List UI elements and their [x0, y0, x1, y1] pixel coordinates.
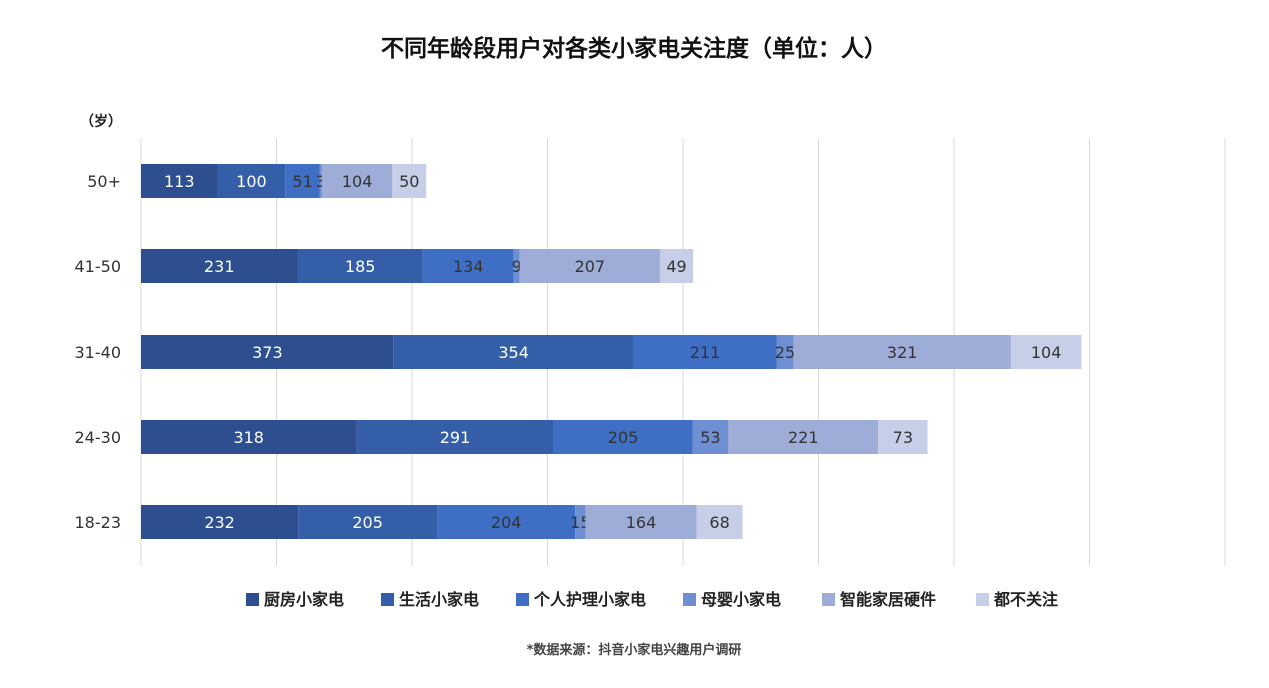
bar-segment	[141, 505, 299, 539]
legend-swatch	[683, 593, 696, 606]
bar-segment	[141, 335, 394, 369]
y-tick-label: 18-23	[75, 513, 122, 532]
legend-swatch	[381, 593, 394, 606]
data-label: 231	[204, 257, 235, 276]
data-label: 3	[316, 172, 326, 191]
data-label: 221	[788, 428, 819, 447]
bar-segment	[776, 335, 794, 369]
bars: 113 100 51 3 104 50 231 185 134 9 207 49 373 354 211 25…	[141, 164, 1082, 539]
legend-label: 母婴小家电	[701, 590, 781, 609]
legend: 厨房小家电 生活小家电 个人护理小家电 母婴小家电 智能家居硬件 都不关注	[246, 590, 1058, 609]
data-label: 25	[775, 343, 795, 362]
data-label: 211	[690, 343, 721, 362]
data-label: 134	[453, 257, 484, 276]
chart-title: 不同年龄段用户对各类小家电关注度（单位：人）	[381, 35, 887, 62]
data-label: 53	[700, 428, 720, 447]
data-label: 291	[440, 428, 471, 447]
bar-segment	[437, 505, 576, 539]
bar-segment	[393, 335, 634, 369]
data-label: 321	[887, 343, 918, 362]
data-label: 232	[204, 513, 235, 532]
bar-segment	[141, 164, 218, 198]
y-axis-unit-label: （岁）	[80, 113, 122, 130]
bar-segment	[285, 164, 320, 198]
data-label: 51	[292, 172, 312, 191]
bar-segment	[696, 505, 743, 539]
bar-segment	[659, 249, 694, 283]
bar-segment	[392, 164, 427, 198]
data-label: 207	[575, 257, 606, 276]
bar-segment	[692, 420, 729, 454]
data-label: 205	[608, 428, 639, 447]
bar-segment	[878, 420, 928, 454]
bar-segment	[141, 420, 357, 454]
bar-segment	[793, 335, 1011, 369]
legend-label: 个人护理小家电	[533, 590, 646, 609]
data-label: 354	[498, 343, 529, 362]
data-label: 185	[345, 257, 376, 276]
y-axis-ticks: 50+ 41-50 31-40 24-30 18-23	[75, 172, 122, 532]
bar-segment	[321, 164, 393, 198]
y-tick-label: 24-30	[75, 428, 122, 447]
y-tick-label: 31-40	[75, 343, 122, 362]
data-label: 113	[164, 172, 195, 191]
bar-segment	[728, 420, 879, 454]
legend-swatch	[822, 593, 835, 606]
bar-segment	[553, 420, 693, 454]
bar-segment	[297, 249, 423, 283]
data-label: 49	[666, 257, 686, 276]
legend-label: 生活小家电	[399, 590, 479, 609]
legend-label: 厨房小家电	[264, 590, 344, 609]
bar-segment	[633, 335, 777, 369]
data-label: 204	[491, 513, 522, 532]
bar-segment	[422, 249, 514, 283]
bar-segment	[1010, 335, 1082, 369]
data-label: 164	[626, 513, 657, 532]
data-label: 73	[893, 428, 913, 447]
bar-segment	[298, 505, 438, 539]
data-label: 50	[399, 172, 419, 191]
y-tick-label: 41-50	[75, 257, 122, 276]
data-label: 68	[709, 513, 729, 532]
bar-segment	[519, 249, 660, 283]
data-label: 373	[252, 343, 283, 362]
legend-swatch	[246, 593, 259, 606]
y-tick-label: 50+	[87, 172, 121, 191]
data-label: 100	[236, 172, 267, 191]
data-label: 205	[352, 513, 383, 532]
bar-segment	[319, 164, 322, 198]
legend-label: 都不关注	[993, 590, 1058, 609]
bar-segment	[141, 249, 298, 283]
bar-segment	[513, 249, 520, 283]
data-label: 104	[342, 172, 373, 191]
data-label: 104	[1031, 343, 1062, 362]
bar-segment	[217, 164, 286, 198]
data-label: 9	[512, 257, 522, 276]
legend-label: 智能家居硬件	[840, 590, 936, 609]
bar-segment	[585, 505, 697, 539]
legend-swatch	[516, 593, 529, 606]
bar-segment	[356, 420, 554, 454]
legend-swatch	[976, 593, 989, 606]
footnote: *数据来源：抖音小家电兴趣用户调研	[527, 642, 742, 658]
data-label: 318	[233, 428, 264, 447]
bar-segment	[575, 505, 586, 539]
